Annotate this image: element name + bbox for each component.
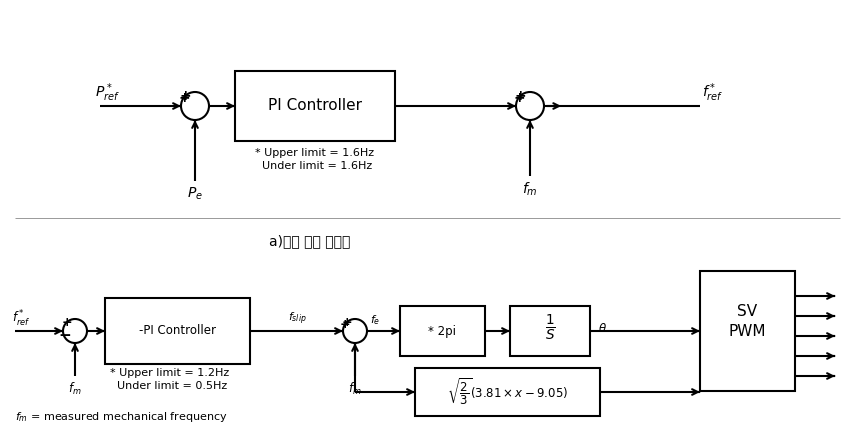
Bar (700, 271, 795, 391)
Text: +: + (340, 319, 350, 331)
Text: PI Controller: PI Controller (268, 99, 362, 113)
Text: $P^*_{ref}$: $P^*_{ref}$ (95, 82, 120, 104)
Text: PWM: PWM (728, 324, 766, 338)
Text: SV: SV (738, 303, 757, 319)
Text: * Upper limit = 1.2Hz: * Upper limit = 1.2Hz (110, 368, 230, 378)
Text: -PI Controller: -PI Controller (139, 324, 216, 337)
Text: a)출력 제어 블럭도: a)출력 제어 블럭도 (269, 234, 351, 248)
Text: $f^*_{ref}$: $f^*_{ref}$ (702, 82, 723, 104)
Text: +: + (62, 317, 72, 330)
Text: +: + (179, 89, 190, 103)
Bar (105, 298, 250, 364)
Text: $\frac{1}{S}$: $\frac{1}{S}$ (545, 313, 555, 343)
Text: +: + (342, 317, 352, 330)
Text: $P_e$: $P_e$ (187, 186, 203, 202)
Text: +: + (513, 91, 524, 105)
Text: +: + (178, 91, 190, 105)
Text: Under limit = 0.5Hz: Under limit = 0.5Hz (110, 381, 227, 391)
Text: Under limit = 1.6Hz: Under limit = 1.6Hz (255, 161, 372, 171)
Text: $f_m$: $f_m$ (522, 181, 538, 198)
Text: $\theta$: $\theta$ (598, 323, 607, 335)
Text: $\sqrt{\dfrac{2}{3}}(3.81\times x-9.05)$: $\sqrt{\dfrac{2}{3}}(3.81\times x-9.05)$ (447, 377, 568, 407)
Text: $f_{slip}$: $f_{slip}$ (288, 310, 307, 327)
Text: $f_e$: $f_e$ (370, 313, 380, 327)
Text: * 2pi: * 2pi (428, 324, 456, 337)
Bar (510, 306, 590, 356)
Text: $f_m$: $f_m$ (348, 381, 362, 397)
Bar (235, 71, 395, 141)
Text: $f_m$: $f_m$ (68, 381, 82, 397)
Text: +: + (514, 89, 526, 103)
Text: * Upper limit = 1.6Hz: * Upper limit = 1.6Hz (255, 148, 374, 158)
Bar (415, 368, 600, 416)
Text: $f_m$ = measured mechanical frequency: $f_m$ = measured mechanical frequency (15, 410, 228, 424)
Text: $f^*_{ref}$: $f^*_{ref}$ (12, 309, 31, 329)
Bar (400, 306, 485, 356)
Text: −: − (59, 328, 71, 344)
